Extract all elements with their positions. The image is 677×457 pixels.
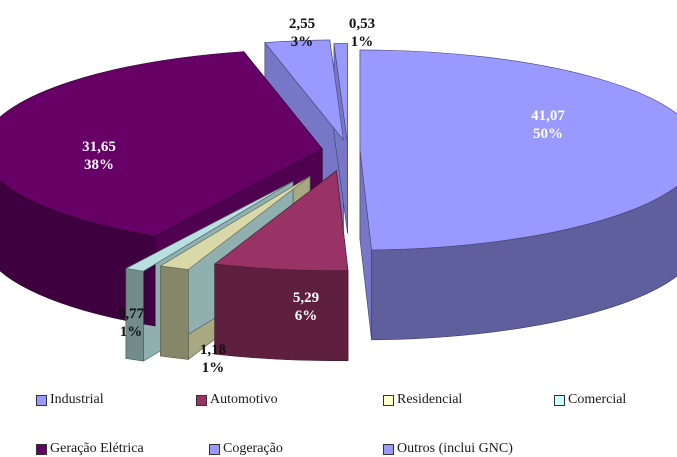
legend-swatch [36,394,47,406]
legend-swatch [383,443,394,455]
legend: Industrial Automotivo Residencial Comerc… [0,380,677,457]
legend-swatch [209,443,220,455]
data-label-percent: 50% [533,126,563,142]
data-label-value: 0,53 [349,16,375,32]
legend-swatch [36,443,47,455]
pie-slice-cogeracao [264,39,344,141]
legend-swatch [554,394,565,406]
legend-item-residencial: Residencial [383,392,462,408]
pie-chart: 41,07 50% 5,29 6% 1,18 1% 0,77 1% 31,65 38% 2,55 3%… [0,16,677,376]
legend-item-outros: Outros (inclui GNC) [383,441,513,457]
legend-label: Geração Elétrica [50,441,144,456]
legend-item-industrial: Industrial [36,392,104,408]
legend-swatch [196,394,207,406]
legend-label: Automotivo [210,392,278,407]
data-label-value: 0,77 [118,306,145,322]
legend-label: Cogeração [223,441,283,456]
pie-slice-automotivo-side [214,263,349,362]
data-label-percent: 1% [351,34,374,50]
legend-label: Industrial [50,392,104,407]
legend-item-cogeracao: Cogeração [209,441,283,457]
data-label-value: 31,65 [82,139,116,155]
data-label-value: 1,18 [200,342,226,358]
data-label-automotivo: 5,29 6% [293,290,319,324]
data-label-percent: 38% [84,157,114,173]
data-label-percent: 3% [291,34,314,50]
legend-item-comercial: Comercial [554,392,626,408]
data-label-value: 2,55 [289,16,315,32]
legend-label: Residencial [397,392,463,407]
data-label-residencial: 1,18 1% [200,342,226,376]
pie-slice-industrial [359,49,677,251]
data-label-comercial: 0,77 1% [118,306,145,340]
legend-swatch [383,394,394,406]
data-label-outros: 0,53 1% [349,16,375,50]
pie-slice-automotivo [213,170,349,272]
data-label-percent: 1% [202,360,225,376]
data-label-industrial: 41,07 50% [531,108,565,142]
pie-slice-residencial [159,175,311,270]
data-label-percent: 6% [295,308,318,324]
data-label-value: 41,07 [531,108,565,124]
legend-label: Comercial [568,392,627,407]
data-label-value: 5,29 [293,290,319,306]
pie-slice-residencial-side [160,265,189,360]
pie-slice-outros [333,43,348,144]
legend-item-geracao-eletrica: Geração Elétrica [36,441,144,457]
data-label-geracao-eletrica: 31,65 38% [82,139,116,173]
pie-slice-geracao-eletrica [0,51,323,237]
legend-label: Outros (inclui GNC) [397,441,513,456]
legend-item-automotivo: Automotivo [196,392,278,408]
data-label-percent: 1% [120,324,143,340]
pie-slice-comercial [124,181,294,272]
data-label-cogeracao: 2,55 3% [289,16,315,50]
